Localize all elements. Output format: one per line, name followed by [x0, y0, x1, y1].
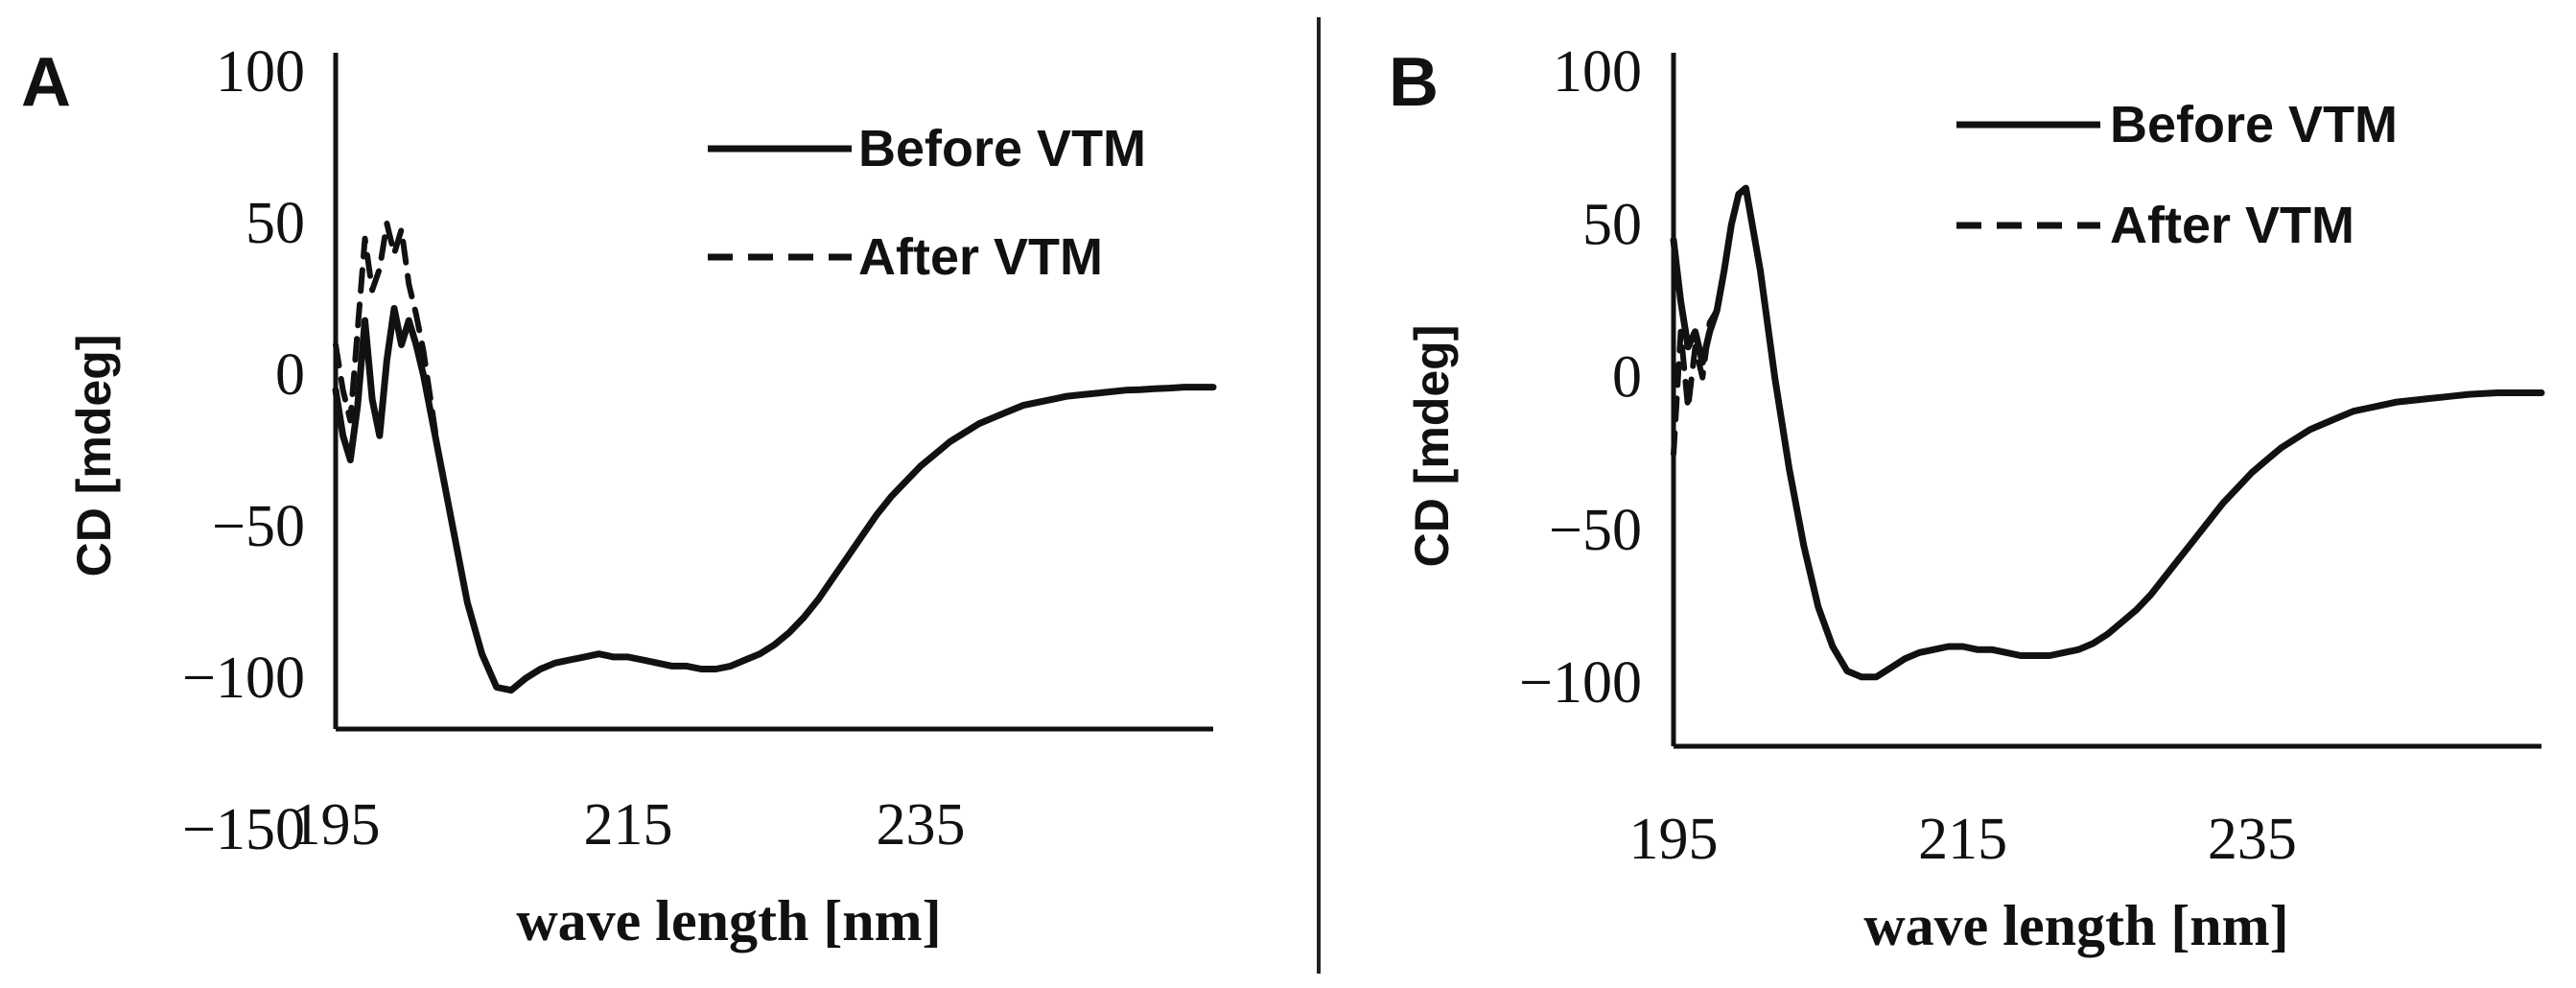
y-axis-title: CD [mdeg] [1405, 325, 1459, 568]
series-before-vtm-line [332, 305, 1217, 694]
y-tick-label: 100 [1553, 39, 1642, 105]
series-before-vtm-line [1670, 184, 2545, 681]
y-axis-title: CD [mdeg] [67, 335, 121, 577]
legend-label: Before VTM [858, 120, 1146, 177]
y-tick-label: −50 [1549, 498, 1642, 563]
legend-label: After VTM [2110, 197, 2354, 254]
y-tick-label: 0 [275, 342, 305, 408]
y-tick-label: −150 [182, 797, 305, 862]
x-tick-label: 195 [1629, 807, 1719, 872]
x-tick-label: 215 [1918, 807, 2007, 872]
panel-label: B [1389, 44, 1439, 121]
legend-label: Before VTM [2110, 96, 2398, 153]
y-tick-label: 100 [216, 39, 305, 105]
y-tick-label: 50 [246, 191, 305, 256]
x-axis-title: wave length [nm] [1863, 894, 2288, 957]
x-tick-label: 235 [877, 792, 966, 858]
x-tick-label: 235 [2208, 807, 2297, 872]
y-tick-label: 0 [1612, 345, 1642, 411]
x-tick-label: 195 [292, 792, 381, 858]
x-tick-label: 215 [584, 792, 673, 858]
y-tick-label: 50 [1582, 192, 1642, 257]
y-tick-label: −100 [1519, 650, 1642, 716]
panel-b-chart: B 100 50 0 −50 −100 195 215 235 wave length [nm] C… [1389, 39, 2545, 957]
y-tick-label: −100 [182, 646, 305, 711]
legend-label: After VTM [858, 228, 1103, 286]
x-axis-title: wave length [nm] [516, 889, 941, 953]
y-tick-label: −50 [212, 494, 305, 559]
panel-label: A [21, 44, 71, 121]
